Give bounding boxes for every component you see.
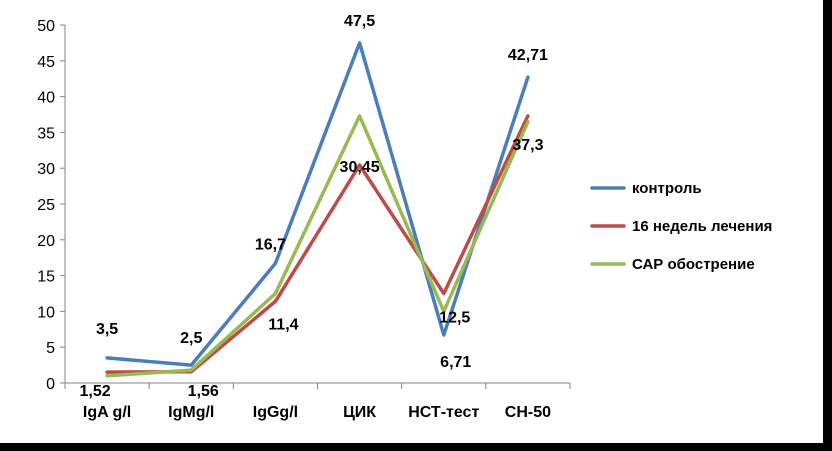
x-tick-label: НСТ-тест (408, 404, 479, 421)
data-label: 37,3 (512, 137, 543, 154)
data-label: 12,5 (439, 310, 470, 327)
legend: контроль 16 недель лечения САР обострение (590, 180, 772, 273)
data-label: 47,5 (344, 13, 375, 30)
y-tick-label: 10 (37, 304, 55, 321)
data-label: 3,5 (96, 321, 118, 338)
axes: 0 5 10 15 20 25 30 35 40 45 50 IgA g/l IgMg/l IgGg/l Ц… (37, 18, 571, 421)
y-tick-label: 0 (46, 376, 55, 393)
x-tick-label: IgA g/l (83, 404, 131, 421)
y-tick-label: 50 (37, 18, 55, 35)
series-line-1 (105, 41, 530, 367)
data-label: 42,71 (508, 47, 548, 64)
y-tick-label: 5 (46, 340, 55, 357)
y-tick-label: 20 (37, 233, 55, 250)
series-layer (105, 41, 530, 378)
data-label: 6,71 (440, 354, 471, 371)
x-tick-label: СН-50 (505, 404, 551, 421)
y-tick-label: 40 (37, 90, 55, 107)
legend-label: САР обострение (632, 256, 755, 273)
data-labels: 3,5 1,52 2,5 1,56 16,7 11,4 47,5 30,45 12,5 6,71 4… (80, 13, 549, 400)
y-tick-label: 35 (37, 125, 55, 142)
data-label: 1,52 (80, 383, 111, 400)
data-label: 11,4 (268, 316, 298, 333)
x-tick-label: IgMg/l (168, 404, 214, 421)
data-label: 16,7 (255, 236, 286, 253)
data-label: 2,5 (180, 330, 202, 347)
legend-label: 16 недель лечения (632, 218, 772, 235)
y-tick-label: 15 (37, 269, 55, 286)
y-tick-label: 45 (37, 54, 55, 71)
series-line-3 (105, 114, 530, 378)
legend-label: контроль (632, 180, 702, 197)
y-tick-label: 25 (37, 197, 55, 214)
line-chart: 0 5 10 15 20 25 30 35 40 45 50 IgA g/l IgMg/l IgGg/l Ц… (37, 13, 772, 421)
x-tick-label: ЦИК (343, 404, 376, 421)
data-label: 1,56 (188, 383, 219, 400)
data-label: 30,45 (340, 159, 380, 176)
chart-frame: 0 5 10 15 20 25 30 35 40 45 50 IgA g/l IgMg/l IgGg/l Ц… (0, 0, 823, 443)
y-tick-label: 30 (37, 161, 55, 178)
x-tick-label: IgGg/l (253, 404, 298, 421)
